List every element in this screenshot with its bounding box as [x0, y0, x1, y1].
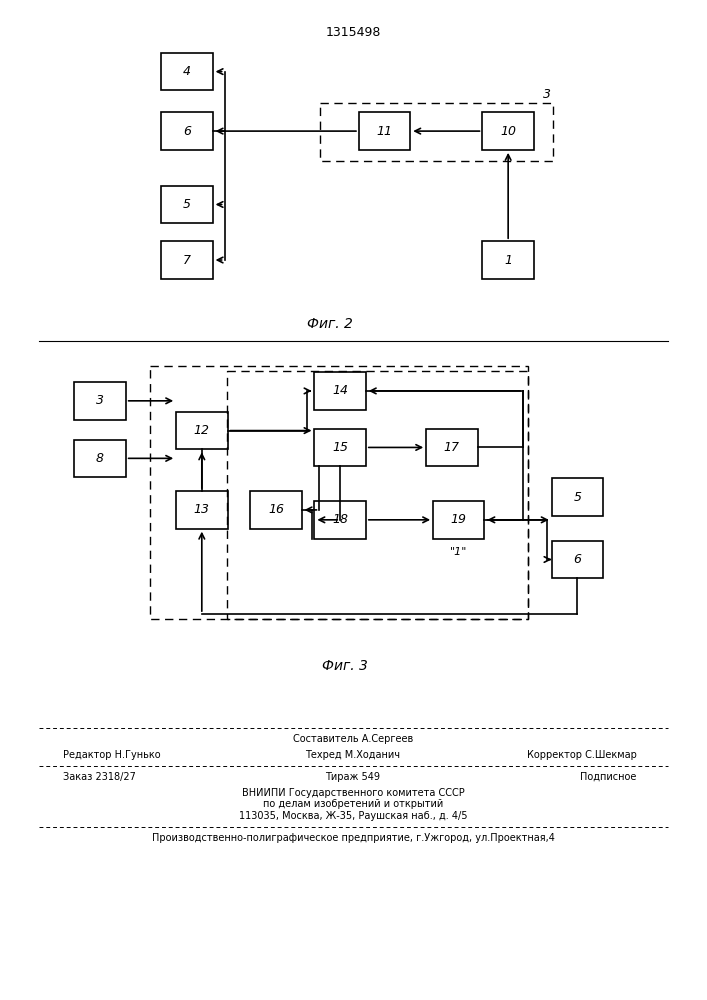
- Bar: [161, 112, 213, 150]
- Text: 16: 16: [268, 503, 284, 516]
- Bar: [250, 491, 302, 529]
- Bar: [551, 541, 603, 578]
- Bar: [320, 103, 553, 161]
- Bar: [161, 186, 213, 223]
- Text: 12: 12: [194, 424, 210, 437]
- Text: Подписное: Подписное: [580, 772, 636, 782]
- Text: Производственно-полиграфическое предприятие, г.Ужгород, ул.Проектная,4: Производственно-полиграфическое предприя…: [151, 833, 554, 843]
- Bar: [74, 382, 126, 420]
- Text: Фиг. 2: Фиг. 2: [308, 317, 354, 331]
- Bar: [426, 429, 477, 466]
- Text: Редактор Н.Гунько: Редактор Н.Гунько: [64, 750, 161, 760]
- Bar: [226, 371, 528, 619]
- Text: 5: 5: [573, 491, 581, 504]
- Bar: [482, 241, 534, 279]
- Text: 1315498: 1315498: [325, 26, 380, 39]
- Bar: [176, 412, 228, 449]
- Text: ВНИИПИ Государственного комитета СССР: ВНИИПИ Государственного комитета СССР: [242, 788, 464, 798]
- Text: Заказ 2318/27: Заказ 2318/27: [64, 772, 136, 782]
- Bar: [551, 478, 603, 516]
- Text: 15: 15: [332, 441, 348, 454]
- Bar: [74, 440, 126, 477]
- Text: 3: 3: [96, 394, 104, 407]
- Bar: [315, 501, 366, 539]
- Text: 4: 4: [183, 65, 191, 78]
- Bar: [359, 112, 410, 150]
- Bar: [433, 501, 484, 539]
- Text: Корректор С.Шекмар: Корректор С.Шекмар: [527, 750, 636, 760]
- Text: Фиг. 3: Фиг. 3: [322, 659, 368, 673]
- Text: 5: 5: [183, 198, 191, 211]
- Bar: [151, 366, 528, 619]
- Text: 6: 6: [183, 125, 191, 138]
- Text: Тираж 549: Тираж 549: [325, 772, 380, 782]
- Text: 1: 1: [504, 254, 512, 267]
- Text: 17: 17: [444, 441, 460, 454]
- Text: 8: 8: [96, 452, 104, 465]
- Text: 7: 7: [183, 254, 191, 267]
- Text: 19: 19: [451, 513, 467, 526]
- Text: 13: 13: [194, 503, 210, 516]
- Text: Составитель А.Сергеев: Составитель А.Сергеев: [293, 734, 413, 744]
- Text: по делам изобретений и открытий: по делам изобретений и открытий: [263, 799, 443, 809]
- Text: Техред М.Ходанич: Техред М.Ходанич: [305, 750, 400, 760]
- Text: 11: 11: [377, 125, 392, 138]
- Text: 6: 6: [573, 553, 581, 566]
- Bar: [482, 112, 534, 150]
- Bar: [161, 53, 213, 90]
- Text: "1": "1": [450, 547, 467, 557]
- Text: 14: 14: [332, 384, 348, 397]
- Bar: [176, 491, 228, 529]
- Bar: [161, 241, 213, 279]
- Bar: [315, 429, 366, 466]
- Text: 113035, Москва, Ж-35, Раушская наб., д. 4/5: 113035, Москва, Ж-35, Раушская наб., д. …: [239, 811, 467, 821]
- Text: 18: 18: [332, 513, 348, 526]
- Text: 3: 3: [543, 88, 551, 101]
- Bar: [315, 372, 366, 410]
- Text: 10: 10: [500, 125, 516, 138]
